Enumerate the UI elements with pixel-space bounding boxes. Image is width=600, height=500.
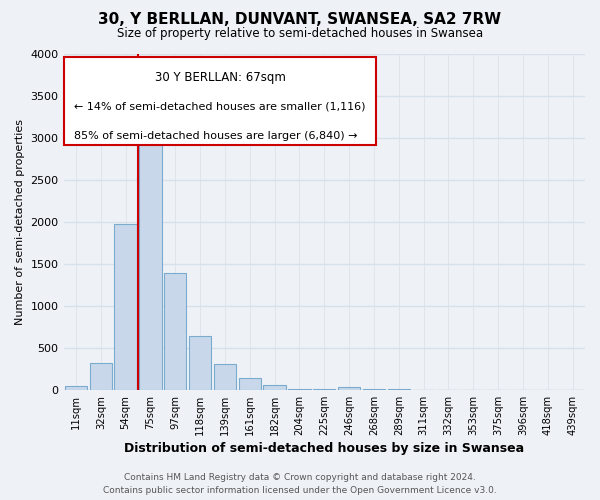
Bar	[263, 385, 286, 390]
Bar	[214, 364, 236, 390]
FancyBboxPatch shape	[64, 58, 376, 144]
Bar	[313, 389, 335, 390]
Bar	[89, 363, 112, 390]
Bar	[115, 224, 137, 390]
Text: 30 Y BERLLAN: 67sqm: 30 Y BERLLAN: 67sqm	[155, 71, 286, 84]
Bar	[239, 378, 261, 390]
Bar	[164, 273, 187, 390]
Text: 85% of semi-detached houses are larger (6,840) →: 85% of semi-detached houses are larger (…	[74, 131, 358, 141]
Bar	[189, 336, 211, 390]
Text: 30, Y BERLLAN, DUNVANT, SWANSEA, SA2 7RW: 30, Y BERLLAN, DUNVANT, SWANSEA, SA2 7RW	[98, 12, 502, 28]
Y-axis label: Number of semi-detached properties: Number of semi-detached properties	[15, 119, 25, 325]
Text: Size of property relative to semi-detached houses in Swansea: Size of property relative to semi-detach…	[117, 28, 483, 40]
Text: Contains HM Land Registry data © Crown copyright and database right 2024.
Contai: Contains HM Land Registry data © Crown c…	[103, 473, 497, 495]
Bar	[288, 389, 311, 390]
Text: ← 14% of semi-detached houses are smaller (1,116): ← 14% of semi-detached houses are smalle…	[74, 101, 365, 111]
Bar	[65, 386, 87, 390]
Bar	[139, 126, 161, 390]
X-axis label: Distribution of semi-detached houses by size in Swansea: Distribution of semi-detached houses by …	[124, 442, 524, 455]
Bar	[338, 387, 360, 390]
